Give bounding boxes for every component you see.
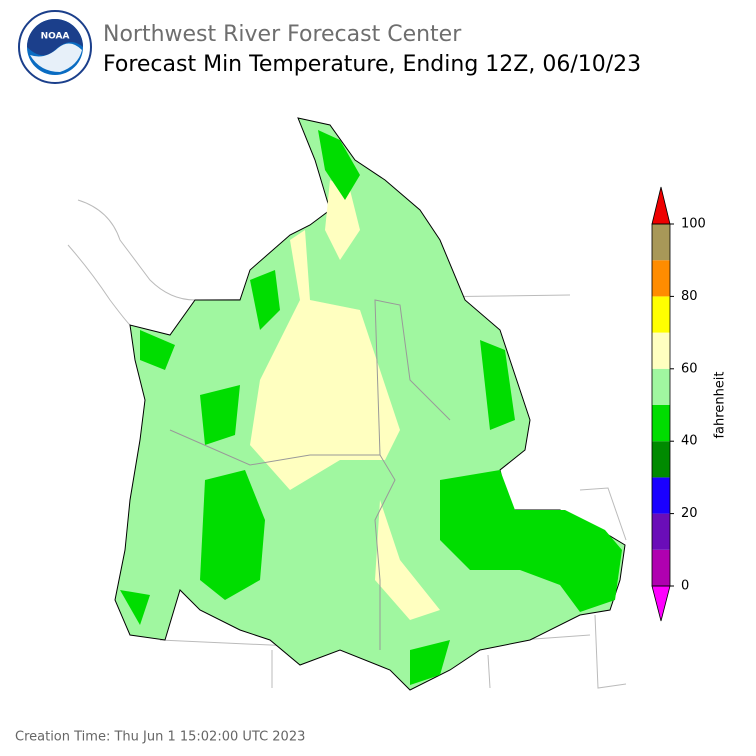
colorbar-tick-label: 80	[681, 289, 698, 304]
colorbar-tick-label: 60	[681, 361, 698, 376]
colorbar-segment	[652, 513, 670, 550]
logo-text: NOAA	[41, 32, 70, 42]
colorbar-tick-label: 40	[681, 434, 698, 449]
colorbar-tick-label: 20	[681, 506, 698, 521]
colorbar-segment	[652, 368, 670, 405]
creation-time: Creation Time: Thu Jun 1 15:02:00 UTC 20…	[15, 730, 305, 745]
colorbar-segment	[652, 296, 670, 333]
map-title: Forecast Min Temperature, Ending 12Z, 06…	[103, 52, 641, 77]
colorbar-segment	[652, 405, 670, 442]
colorbar-segment	[652, 441, 670, 478]
colorbar-under	[651, 585, 671, 622]
colorbar-tick-label: 0	[681, 579, 689, 594]
colorbar-label: fahrenheit	[713, 371, 728, 438]
colorbar-segment	[652, 332, 670, 369]
colorbar-tick-label: 100	[681, 217, 706, 232]
colorbar-frame	[651, 223, 671, 587]
agency-title: Northwest River Forecast Center	[103, 22, 462, 47]
colorbar: 0 20 40 60 80 100	[651, 186, 706, 622]
map	[67, 117, 627, 691]
colorbar-segment	[652, 549, 670, 586]
noaa-logo: NOAA	[18, 10, 92, 84]
colorbar-over	[651, 186, 671, 225]
colorbar-segment	[652, 477, 670, 514]
colorbar-segment	[652, 224, 670, 261]
colorbar-segment	[652, 260, 670, 297]
